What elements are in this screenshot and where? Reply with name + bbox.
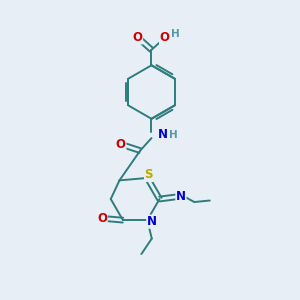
- Text: O: O: [97, 212, 107, 225]
- Text: O: O: [133, 31, 142, 44]
- Text: N: N: [158, 128, 168, 141]
- Text: O: O: [116, 138, 126, 151]
- Text: S: S: [145, 169, 153, 182]
- Text: H: H: [169, 130, 178, 140]
- Text: N: N: [176, 190, 186, 203]
- Text: N: N: [147, 215, 157, 228]
- Text: O: O: [160, 32, 170, 44]
- Text: H: H: [172, 29, 180, 39]
